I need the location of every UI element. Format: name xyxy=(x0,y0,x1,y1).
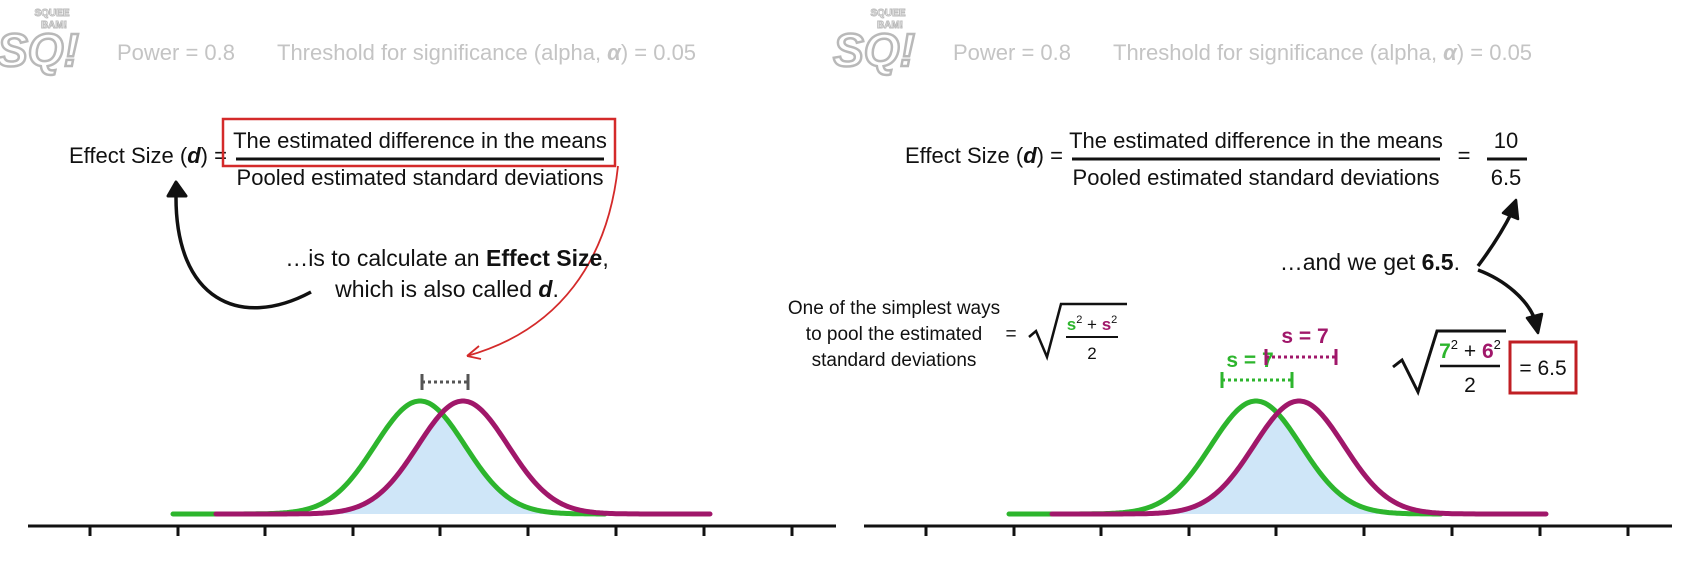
up-arrow xyxy=(1476,211,1514,268)
overlap-fill xyxy=(290,413,590,514)
purple-distribution-curve xyxy=(213,398,713,517)
alpha-text: Threshold for significance (alpha, α) = … xyxy=(277,40,696,65)
pool-text-line-2: to pool the estimated xyxy=(806,324,982,345)
up-arrowhead xyxy=(1501,198,1520,221)
calc-numerator: 72 + 62 xyxy=(1439,337,1501,363)
calc-denominator: 2 xyxy=(1464,374,1476,397)
pool-text-line-3: standard deviations xyxy=(812,350,977,371)
denominator-text: Pooled estimated standard deviations xyxy=(1073,165,1440,190)
purple-sd-bracket xyxy=(1264,349,1338,365)
green-sd-bracket xyxy=(1220,372,1294,388)
statquest-logo: SQ! SQUEE BAM! xyxy=(0,8,80,78)
green-sd-label: s = 7 xyxy=(1226,349,1273,372)
purple-sd-label: s = 7 xyxy=(1281,325,1328,348)
formula-numerator: s2 + s2 xyxy=(1067,314,1118,334)
curved-arrowhead xyxy=(166,180,188,198)
logo-text: SQ! xyxy=(833,24,915,76)
statquest-logo-right: SQ! SQUEE BAM! xyxy=(832,8,916,78)
logo-text: SQ! xyxy=(0,24,79,76)
power-text: Power = 0.8 xyxy=(117,40,235,65)
logo-small-text: SQUEE xyxy=(34,8,69,19)
x-axis-ticks xyxy=(924,526,1630,536)
denominator-value: 6.5 xyxy=(1491,165,1522,190)
numerator-text: The estimated difference in the means xyxy=(1069,128,1443,153)
overlap-fill xyxy=(1126,413,1426,514)
explanation-line-2: which is also called d. xyxy=(334,276,559,302)
pooled-sd-formula: s2 + s2 2 xyxy=(1028,302,1127,363)
red-arrowhead xyxy=(466,345,482,360)
curved-arrow xyxy=(174,194,312,310)
numerator-text: The estimated difference in the means xyxy=(233,128,607,153)
explanation-line-1: …is to calculate an Effect Size, xyxy=(285,245,608,271)
pool-equals-sign: = xyxy=(1005,324,1016,345)
alpha-text: Threshold for significance (alpha, α) = … xyxy=(1113,40,1532,65)
purple-distribution-curve xyxy=(1049,398,1549,517)
equals-sign: = xyxy=(1458,143,1471,168)
formula-denominator: 2 xyxy=(1087,344,1096,363)
down-arrowhead xyxy=(1525,312,1544,335)
x-axis-ticks xyxy=(88,526,794,536)
logo-bam-text: BAM! xyxy=(877,20,903,31)
left-panel: SQ! SQUEE BAM! Power = 0.8 Threshold for… xyxy=(0,8,836,536)
and-we-get-text: …and we get 6.5. xyxy=(1280,249,1460,275)
square-root-sign xyxy=(1028,302,1127,361)
effect-size-label: Effect Size (d) = xyxy=(69,143,227,168)
down-arrow xyxy=(1477,268,1537,321)
numerator-highlight-box xyxy=(221,117,617,168)
logo-small-text: SQUEE xyxy=(870,8,905,19)
pool-text-line-1: One of the simplest ways xyxy=(788,298,1000,319)
logo-bam-text: BAM! xyxy=(41,20,67,31)
denominator-text: Pooled estimated standard deviations xyxy=(237,165,604,190)
square-root-sign xyxy=(1392,329,1506,397)
result-highlight-box xyxy=(1508,340,1578,395)
effect-size-label: Effect Size (d) = xyxy=(905,143,1063,168)
mean-difference-bracket xyxy=(420,374,470,390)
power-text: Power = 0.8 xyxy=(953,40,1071,65)
pooled-sd-calculation: 72 + 62 2 = 6.5 xyxy=(1392,329,1578,397)
right-panel: SQ! SQUEE BAM! Power = 0.8 Threshold for… xyxy=(788,8,1672,536)
result-text: = 6.5 xyxy=(1519,357,1566,380)
red-arrow xyxy=(466,165,619,357)
numerator-value: 10 xyxy=(1494,128,1518,153)
